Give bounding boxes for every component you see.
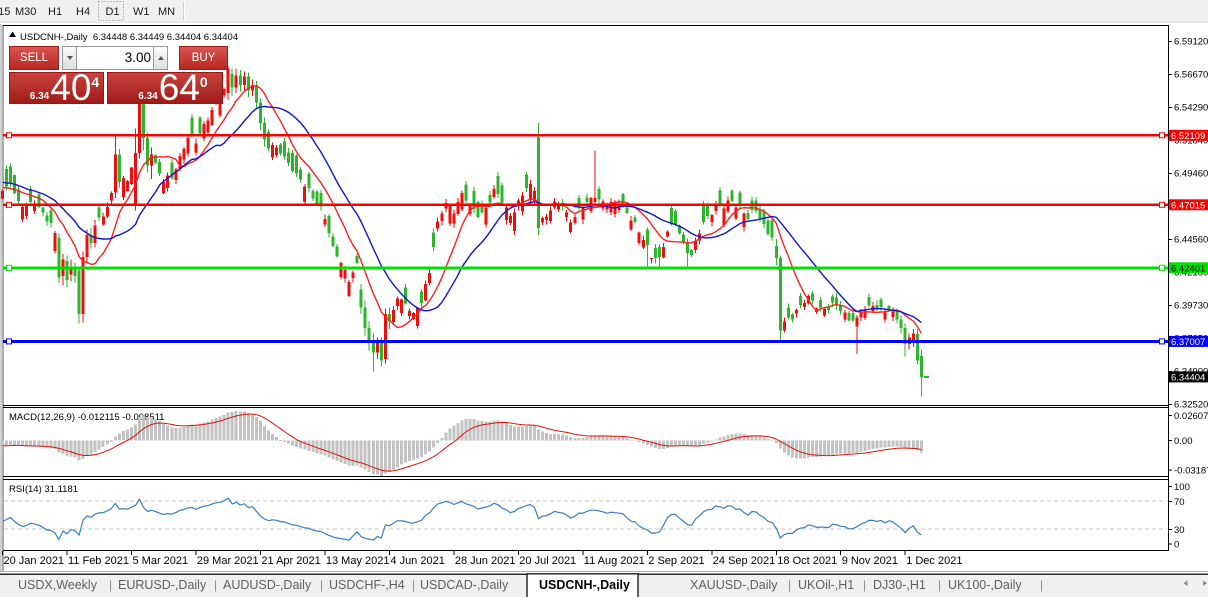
svg-text:6.47015: 6.47015 [1171, 200, 1205, 211]
svg-text:0: 0 [1174, 540, 1179, 551]
svg-text:UK100-,Daily: UK100-,Daily [948, 578, 1022, 592]
svg-text:EURUSD-,Daily: EURUSD-,Daily [118, 578, 207, 592]
svg-text:6.56670: 6.56670 [1174, 70, 1208, 81]
svg-text:1 Dec 2021: 1 Dec 2021 [906, 555, 962, 567]
svg-text:AUDUSD-,Daily: AUDUSD-,Daily [223, 578, 312, 592]
svg-text:-0.03187: -0.03187 [1174, 466, 1208, 477]
svg-text:|: | [788, 578, 791, 592]
svg-text:UKOil-,H1: UKOil-,H1 [798, 578, 854, 592]
svg-text:4 Jun 2021: 4 Jun 2021 [390, 555, 444, 567]
svg-text:USDX,Weekly: USDX,Weekly [18, 578, 98, 592]
svg-text:6.34404: 6.34404 [1171, 372, 1205, 383]
svg-text:USDCAD-,Daily: USDCAD-,Daily [420, 578, 509, 592]
svg-text:USDCNH-,Daily 6.34448 6.34449: USDCNH-,Daily 6.34448 6.34449 6.34404 6.… [20, 32, 238, 43]
svg-text:0.00: 0.00 [1174, 436, 1193, 447]
svg-text:6.59120: 6.59120 [1174, 37, 1208, 48]
svg-text:6.44560: 6.44560 [1174, 235, 1208, 246]
svg-text:11 Feb 2021: 11 Feb 2021 [68, 555, 129, 567]
svg-text:6.42401: 6.42401 [1171, 263, 1205, 274]
svg-text:0.02607: 0.02607 [1174, 411, 1208, 422]
svg-text:USDCNH-,Daily: USDCNH-,Daily [539, 578, 630, 592]
svg-text:DJ30-,H1: DJ30-,H1 [873, 578, 926, 592]
svg-text:6.52109: 6.52109 [1171, 131, 1205, 142]
svg-text:|: | [938, 578, 941, 592]
svg-text:70: 70 [1174, 497, 1185, 508]
svg-text:11 Aug 2021: 11 Aug 2021 [584, 555, 645, 567]
svg-text:|: | [320, 578, 323, 592]
svg-text:5 Mar 2021: 5 Mar 2021 [133, 555, 189, 567]
svg-text:6.39730: 6.39730 [1174, 301, 1208, 312]
svg-text:|: | [109, 578, 112, 592]
svg-text:28 Jun 2021: 28 Jun 2021 [455, 555, 516, 567]
svg-text:W1: W1 [133, 6, 150, 18]
svg-text:6.32520: 6.32520 [1174, 400, 1208, 411]
svg-text:30: 30 [1174, 525, 1185, 536]
svg-text:6.51840: 6.51840 [1174, 136, 1208, 147]
svg-text:H1: H1 [48, 6, 62, 18]
svg-text:XAUUSD-,Daily: XAUUSD-,Daily [690, 578, 778, 592]
svg-text:24 Sep 2021: 24 Sep 2021 [713, 555, 775, 567]
svg-text:M30: M30 [15, 6, 36, 18]
svg-text:13 May 2021: 13 May 2021 [326, 555, 390, 567]
svg-text:M15: M15 [0, 6, 10, 18]
svg-text:6.37007: 6.37007 [1171, 337, 1205, 348]
svg-text:6.49460: 6.49460 [1174, 169, 1208, 180]
svg-text:21 Apr 2021: 21 Apr 2021 [261, 555, 320, 567]
svg-text:RSI(14) 31.1181: RSI(14) 31.1181 [9, 484, 78, 495]
svg-text:2 Sep 2021: 2 Sep 2021 [648, 555, 704, 567]
svg-text:6.54290: 6.54290 [1174, 103, 1208, 114]
svg-text:H4: H4 [76, 6, 90, 18]
svg-text:|: | [412, 578, 415, 592]
svg-text:MACD(12,26,9) -0.012115 -0.008: MACD(12,26,9) -0.012115 -0.008511 [9, 412, 164, 423]
svg-text:100: 100 [1174, 482, 1190, 493]
svg-text:|: | [214, 578, 217, 592]
svg-text:29 Mar 2021: 29 Mar 2021 [197, 555, 259, 567]
svg-text:20 Jan 2021: 20 Jan 2021 [4, 555, 65, 567]
svg-text:D1: D1 [106, 6, 120, 18]
svg-text:20 Jul 2021: 20 Jul 2021 [519, 555, 576, 567]
svg-text:|: | [863, 578, 866, 592]
svg-text:MN: MN [158, 6, 175, 18]
svg-text:18 Oct 2021: 18 Oct 2021 [777, 555, 837, 567]
svg-text:9 Nov 2021: 9 Nov 2021 [842, 555, 898, 567]
svg-text:USDCHF-,H4: USDCHF-,H4 [329, 578, 405, 592]
svg-text:|: | [1040, 578, 1043, 592]
